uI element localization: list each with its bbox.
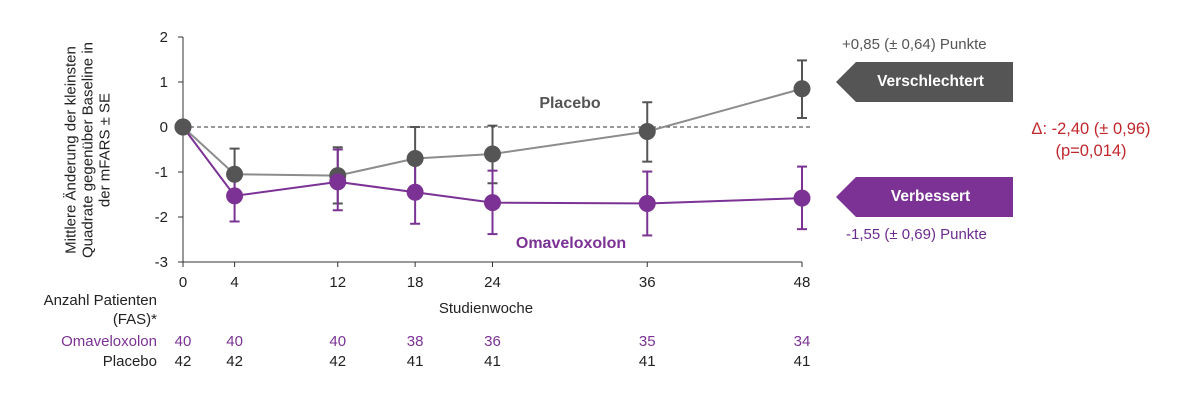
patients-label-line2: (FAS)* [113, 311, 157, 328]
x-axis-label: Studienwoche [439, 300, 533, 317]
y-tick-label: -2 [155, 209, 168, 226]
x-tick-label: 36 [639, 274, 656, 291]
worse-arrow-label: Verschlechtert [836, 62, 1013, 102]
x-tick-label: 12 [329, 274, 346, 291]
y-axis-label-block: Mittlere Änderung der kleinsten Quadrate… [40, 37, 135, 263]
data-point [793, 189, 811, 207]
data-point [174, 118, 192, 136]
data-point [406, 150, 424, 167]
omav-count: 40 [329, 333, 346, 350]
chart-axes: 2 1 0 -1 -2 -3 0 4 12 18 24 36 48 Studienwoche [155, 29, 812, 317]
placebo-count: 42 [329, 353, 346, 370]
error-bars [229, 59, 807, 237]
data-point [226, 187, 244, 205]
text-labels: Placebo Omaveloxolon Anzahl Patienten (FAS)… [44, 95, 811, 370]
delta-pvalue: (p=0,014) [1055, 142, 1127, 160]
x-tick-label: 0 [179, 274, 187, 291]
series-label-omav: Omaveloxolon [516, 235, 626, 252]
omav-count: 36 [484, 333, 501, 350]
delta-value: Δ: -2,40 (± 0,96) [1031, 120, 1151, 138]
placebo-count: 41 [639, 353, 656, 370]
data-points [174, 80, 811, 212]
placebo-count-label: Placebo [103, 353, 157, 370]
omav-count: 40 [175, 333, 192, 350]
x-tick-label: 4 [230, 274, 238, 291]
data-point [406, 183, 424, 201]
better-arrow-label: Verbessert [836, 177, 1013, 217]
placebo-change-annotation: +0,85 (± 0,64) Punkte [842, 36, 987, 53]
placebo-count: 42 [226, 353, 243, 370]
patients-label-line1: Anzahl Patienten [44, 292, 157, 309]
placebo-count: 42 [175, 353, 192, 370]
y-tick-label: 2 [160, 29, 168, 46]
omav-count: 40 [226, 333, 243, 350]
series-label-placebo: Placebo [539, 95, 601, 112]
placebo-count: 41 [407, 353, 424, 370]
delta-annotation: Δ: -2,40 (± 0,96) (p=0,014) [1016, 118, 1166, 162]
data-point [638, 195, 656, 212]
y-tick-label: -3 [155, 254, 168, 271]
y-axis-label: Mittlere Änderung der kleinsten Quadrate… [62, 42, 113, 258]
y-tick-label: 1 [160, 74, 168, 91]
x-tick-label: 48 [794, 274, 811, 291]
omav-count: 34 [794, 333, 811, 350]
placebo-count: 41 [484, 353, 501, 370]
omav-change-annotation: -1,55 (± 0,69) Punkte [846, 226, 987, 243]
omav-count-label: Omaveloxolon [61, 333, 157, 350]
placebo-count: 41 [794, 353, 811, 370]
data-point [793, 80, 811, 98]
omav-count: 35 [639, 333, 656, 350]
data-point [638, 123, 656, 140]
y-tick-label: -1 [155, 164, 168, 181]
data-point [226, 165, 244, 183]
x-tick-label: 24 [484, 274, 501, 291]
x-tick-label: 18 [407, 274, 424, 291]
y-tick-label: 0 [160, 119, 168, 136]
data-point [484, 194, 501, 212]
data-point [329, 173, 347, 191]
data-point [484, 145, 501, 163]
omav-count: 38 [407, 333, 424, 350]
